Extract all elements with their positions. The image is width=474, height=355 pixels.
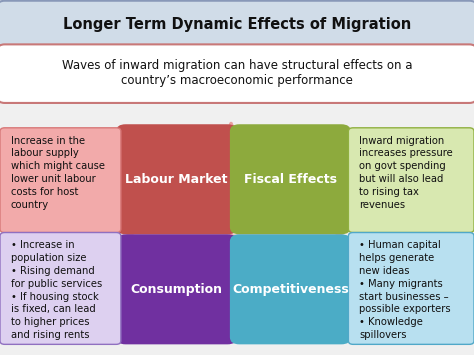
- FancyBboxPatch shape: [348, 128, 474, 233]
- FancyBboxPatch shape: [0, 1, 474, 50]
- Text: Inward migration
increases pressure
on govt spending
but will also lead
to risin: Inward migration increases pressure on g…: [359, 136, 453, 209]
- FancyBboxPatch shape: [116, 124, 237, 234]
- FancyBboxPatch shape: [230, 234, 351, 344]
- Text: Longer Term Dynamic Effects of Migration: Longer Term Dynamic Effects of Migration: [63, 17, 411, 32]
- FancyBboxPatch shape: [230, 124, 351, 234]
- Text: Waves of inward migration can have structural effects on a
country’s macroeconom: Waves of inward migration can have struc…: [62, 60, 412, 87]
- Text: Consumption: Consumption: [130, 283, 223, 296]
- FancyBboxPatch shape: [116, 234, 237, 344]
- FancyBboxPatch shape: [0, 233, 121, 344]
- Text: Fiscal Effects: Fiscal Effects: [244, 173, 337, 186]
- FancyBboxPatch shape: [348, 233, 474, 344]
- Text: Labour Market: Labour Market: [125, 173, 228, 186]
- FancyBboxPatch shape: [0, 128, 121, 233]
- Text: • Human capital
helps generate
new ideas
• Many migrants
start businesses –
poss: • Human capital helps generate new ideas…: [359, 240, 451, 340]
- FancyBboxPatch shape: [0, 44, 474, 103]
- Text: Competitiveness: Competitiveness: [232, 283, 349, 296]
- Text: Increase in the
labour supply
which might cause
lower unit labour
costs for host: Increase in the labour supply which migh…: [11, 136, 105, 209]
- Text: • Increase in
population size
• Rising demand
for public services
• If housing s: • Increase in population size • Rising d…: [11, 240, 102, 340]
